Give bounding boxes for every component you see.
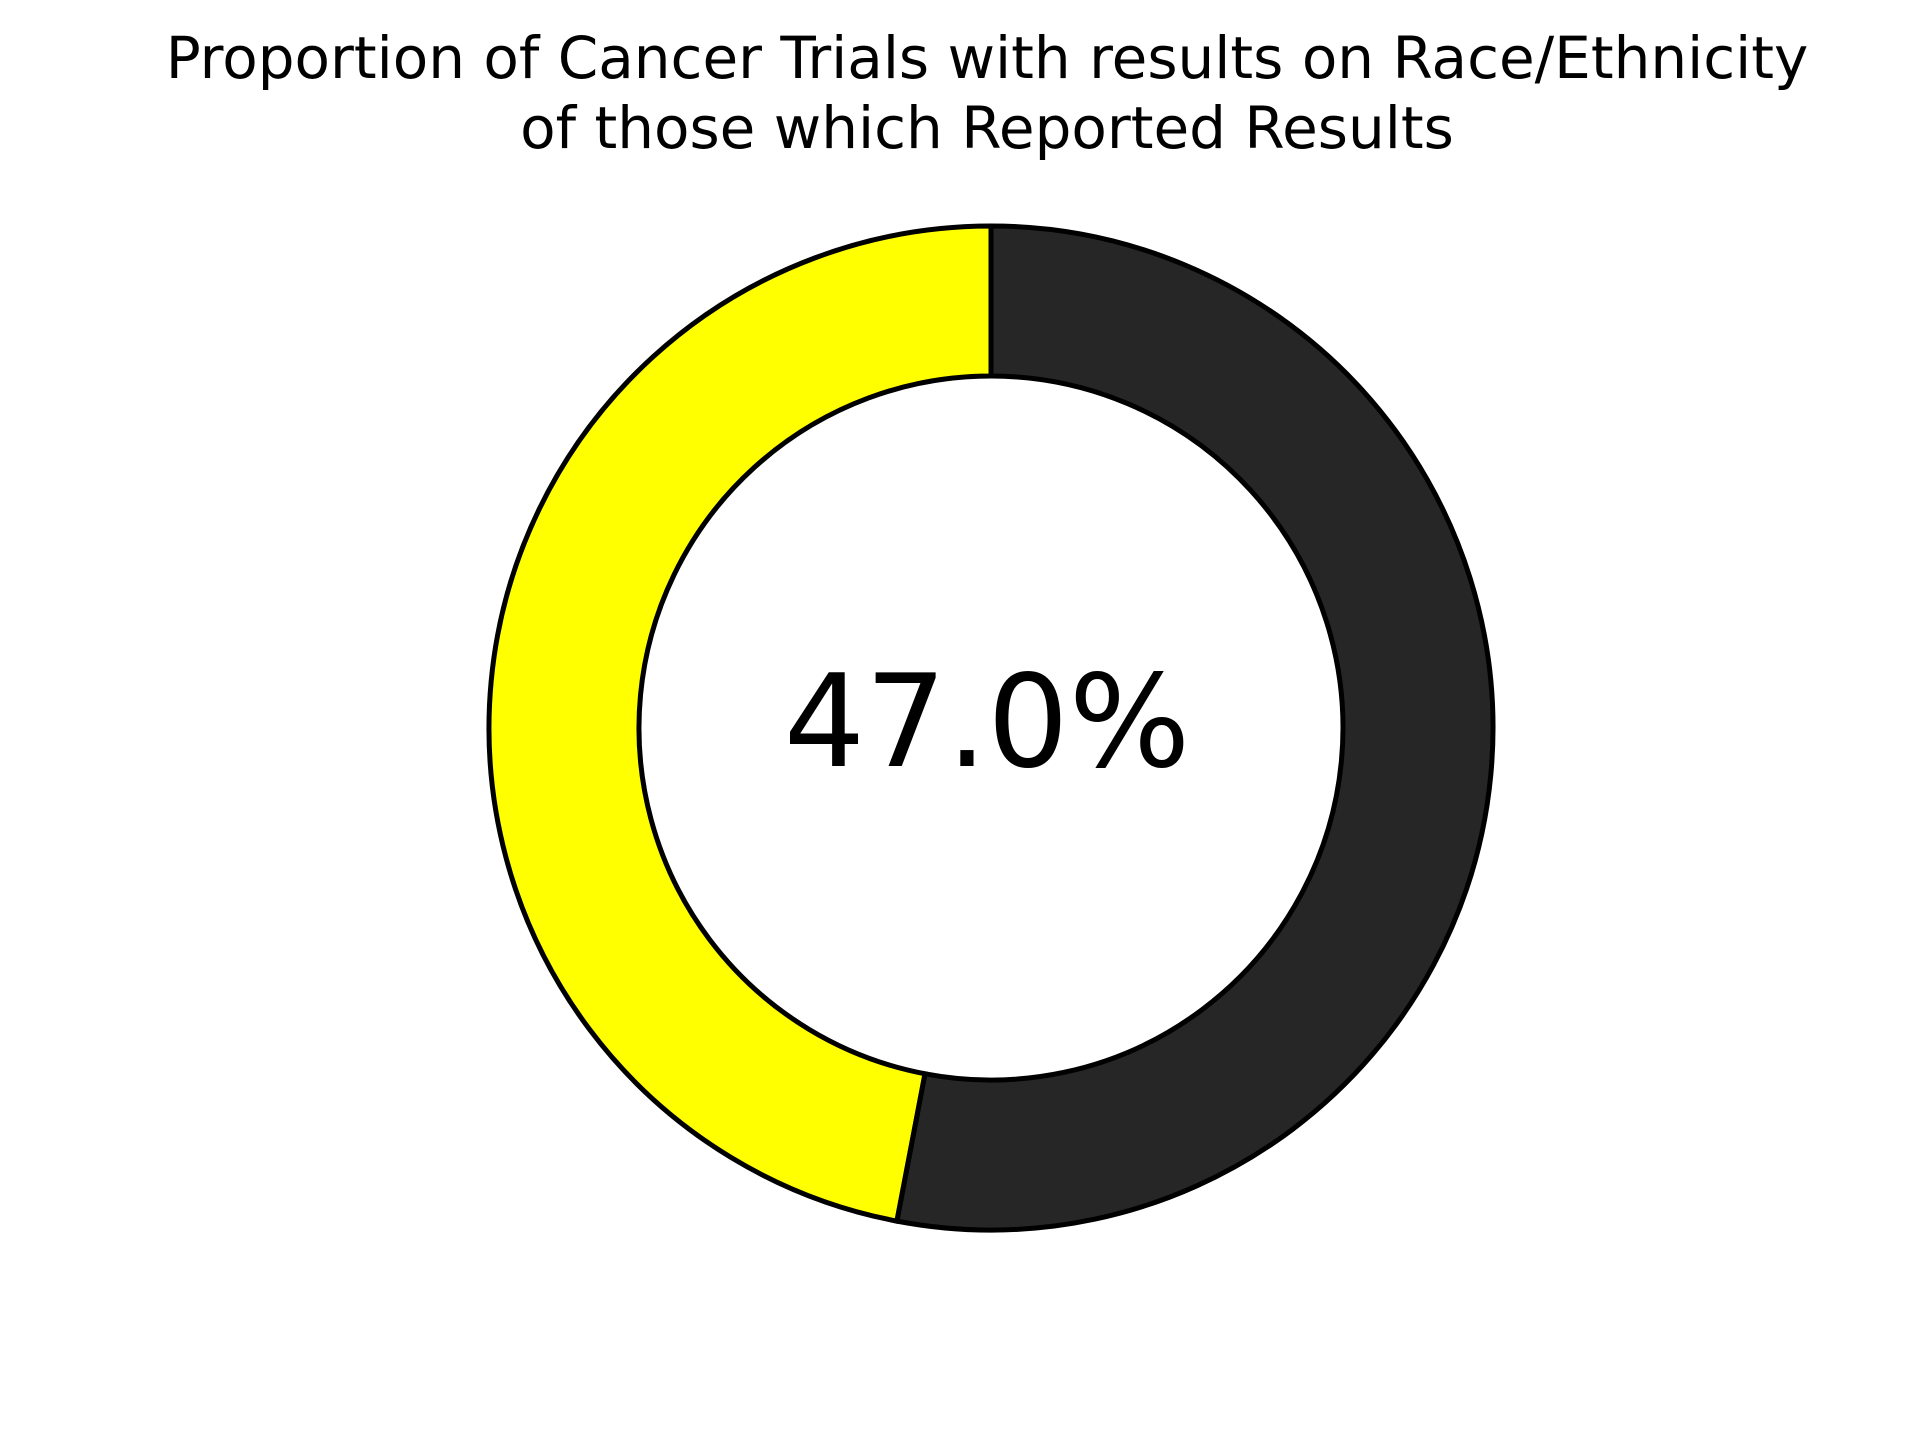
donut-slice-1: [486, 223, 994, 1225]
donut-slice-2: [894, 223, 1496, 1233]
chart-title-line-1: Proportion of Cancer Trials with results…: [166, 24, 1809, 92]
donut-slices: [486, 223, 1496, 1233]
chart-title-line-2: of those which Reported Results: [520, 94, 1454, 162]
center-percentage-label: 47.0%: [784, 648, 1191, 797]
